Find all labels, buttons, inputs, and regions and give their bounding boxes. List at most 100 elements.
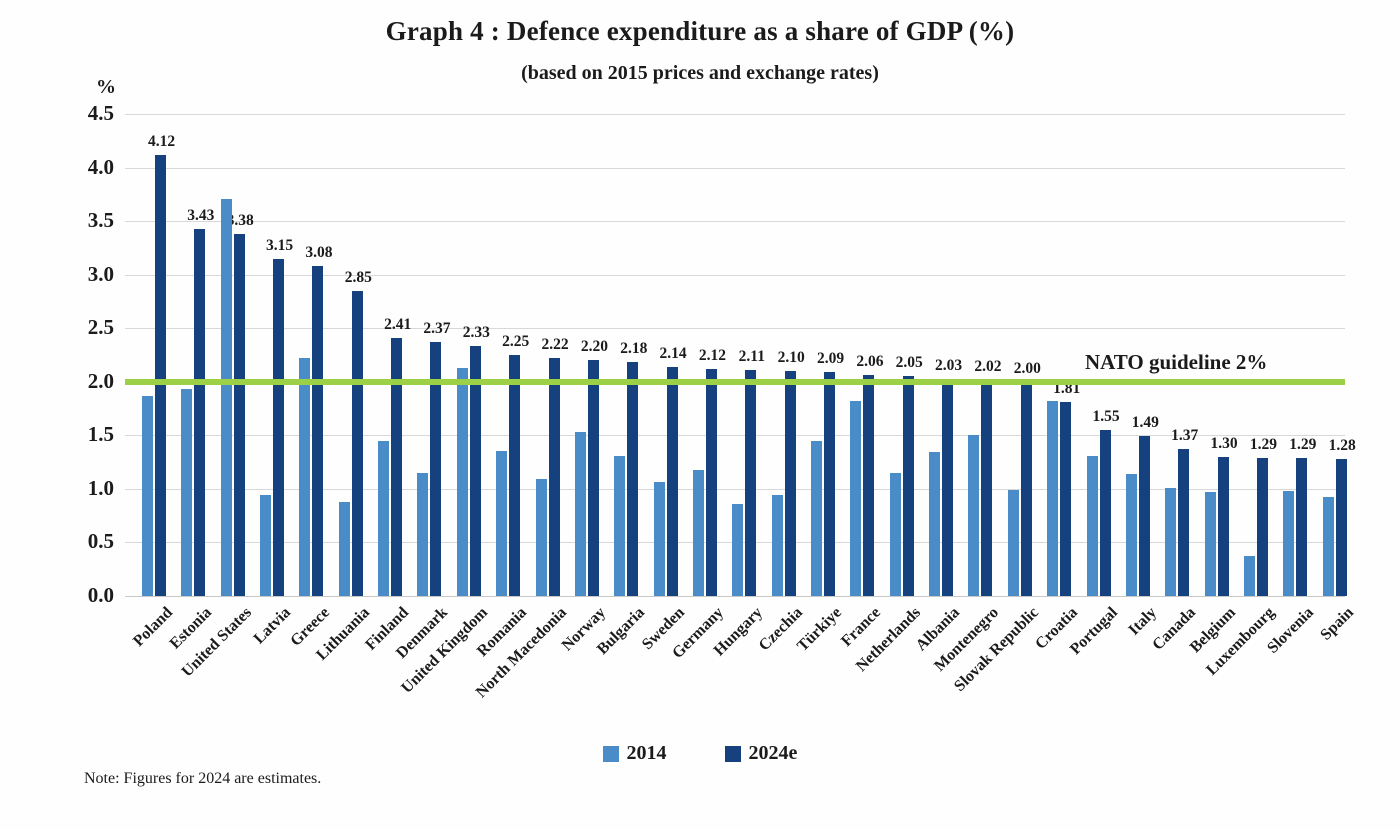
- bar-2024e: [902, 376, 914, 596]
- bar-2014: [1322, 497, 1334, 596]
- bar-value-label: 2.41: [384, 315, 412, 333]
- gridline: [125, 596, 1345, 597]
- y-tick-label: 2.0: [87, 368, 114, 393]
- bar-2014: [1204, 492, 1216, 596]
- y-tick-label: 2.5: [87, 315, 114, 340]
- bar-2014: [1007, 489, 1019, 596]
- bar-2024e: [745, 369, 757, 596]
- bar-2024e: [1099, 429, 1111, 596]
- bar-2014: [614, 455, 626, 596]
- bar-2024e: [509, 355, 521, 596]
- bar-2024e: [863, 375, 875, 596]
- bar-2024e: [351, 290, 363, 596]
- bar-2014: [889, 472, 901, 596]
- bar-2014: [1125, 473, 1137, 596]
- nato-guideline-line: [125, 378, 1345, 385]
- gridline: [125, 328, 1345, 330]
- bar-2024e: [1256, 457, 1268, 596]
- bar-2014: [378, 440, 390, 596]
- bar-value-label: 2.37: [423, 320, 451, 338]
- legend-label-2024e: 2024e: [748, 742, 798, 764]
- y-tick-label: 3.0: [87, 261, 114, 286]
- bar-2014: [732, 503, 744, 596]
- bar-value-label: 3.08: [305, 244, 333, 262]
- bar-2014: [850, 401, 862, 596]
- bar-2014: [1283, 491, 1295, 596]
- bar-2014: [1243, 556, 1255, 596]
- bar-2024e: [1178, 449, 1190, 596]
- bar-value-label: 1.37: [1171, 427, 1199, 445]
- bar-value-label: 1.29: [1289, 435, 1317, 453]
- bar-2024e: [312, 266, 324, 596]
- bar-2024e: [391, 337, 403, 596]
- bar-2024e: [981, 379, 993, 596]
- bar-value-label: 2.02: [974, 357, 1002, 375]
- bar-2014: [220, 198, 232, 596]
- legend-label-2014: 2014: [626, 742, 667, 764]
- bar-2024e: [273, 258, 285, 596]
- bar-value-label: 2.20: [580, 338, 608, 356]
- bar-2024e: [1020, 381, 1032, 596]
- bar-2024e: [548, 358, 560, 596]
- bar-chart-plot-area: 0.0 0.5 1.0 1.5 2.0 2.5 3.0 3.5 4.0 4.5 4.12 Poland…: [87, 101, 1357, 701]
- bar-2014: [299, 358, 311, 596]
- y-tick-label: 0.5: [87, 529, 114, 554]
- bar-value-label: 3.38: [226, 211, 254, 229]
- legend-item-2014: 2014: [602, 742, 667, 765]
- nato-guideline-label: NATO guideline 2%: [1085, 350, 1268, 374]
- y-tick-label: 4.5: [87, 101, 114, 125]
- y-tick-label: 1.5: [87, 422, 114, 447]
- bar-value-label: 1.55: [1092, 407, 1120, 425]
- bar-2024e: [1296, 457, 1308, 596]
- bar-2014: [456, 367, 468, 596]
- chart-subtitle: (based on 2015 prices and exchange rates…: [521, 62, 879, 84]
- bar-2024e: [469, 346, 481, 596]
- y-tick-label: 1.0: [87, 475, 114, 500]
- bar-2014: [929, 452, 941, 596]
- y-tick-label: 3.5: [87, 208, 114, 233]
- legend-swatch-2024e: [724, 745, 741, 762]
- bar-value-label: 1.28: [1328, 436, 1356, 454]
- gridline: [125, 221, 1345, 223]
- bar-2014: [181, 389, 193, 596]
- bar-2024e: [824, 372, 836, 596]
- bar-2024e: [705, 368, 717, 596]
- bar-2014: [811, 440, 823, 596]
- bar-value-label: 2.10: [777, 349, 805, 367]
- gridline: [125, 488, 1345, 490]
- bar-2024e: [1060, 402, 1072, 596]
- bar-value-label: 1.30: [1210, 434, 1238, 452]
- bar-value-label: 2.33: [462, 324, 490, 342]
- bar-value-label: 1.29: [1249, 435, 1277, 453]
- bar-2014: [771, 495, 783, 596]
- bar-2014: [653, 482, 665, 596]
- bar-2024e: [666, 366, 678, 596]
- bar-value-label: 2.14: [659, 344, 687, 362]
- bar-value-label: 2.03: [935, 356, 963, 374]
- bar-value-label: 2.09: [816, 350, 845, 368]
- bar-value-label: 2.06: [856, 353, 884, 371]
- bar-2014: [535, 479, 547, 596]
- y-tick-label: 0.0: [87, 583, 114, 607]
- bar-2024e: [194, 228, 206, 596]
- bar-2014: [968, 435, 980, 596]
- bar-2014: [496, 451, 508, 596]
- gridline: [125, 167, 1345, 169]
- bar-2024e: [430, 342, 442, 596]
- bar-2014: [1165, 487, 1177, 596]
- bar-2014: [338, 501, 350, 596]
- bar-value-label: 3.15: [266, 236, 294, 254]
- bar-value-label: 2.18: [620, 340, 648, 358]
- bar-2024e: [784, 371, 796, 596]
- bar-value-label: 1.49: [1131, 414, 1159, 432]
- bar-value-label: 2.05: [895, 354, 923, 372]
- bar-2014: [417, 472, 429, 596]
- y-axis-unit-label: %: [96, 76, 116, 98]
- bar-value-label: 2.25: [502, 333, 530, 350]
- bar-value-label: 3.43: [187, 206, 215, 224]
- bar-2014: [142, 395, 153, 596]
- bar-value-label: 2.00: [1013, 359, 1041, 377]
- bar-value-label: 2.85: [344, 268, 372, 286]
- legend-item-2024e: 2024e: [724, 742, 798, 765]
- bar-value-label: 4.12: [147, 132, 176, 150]
